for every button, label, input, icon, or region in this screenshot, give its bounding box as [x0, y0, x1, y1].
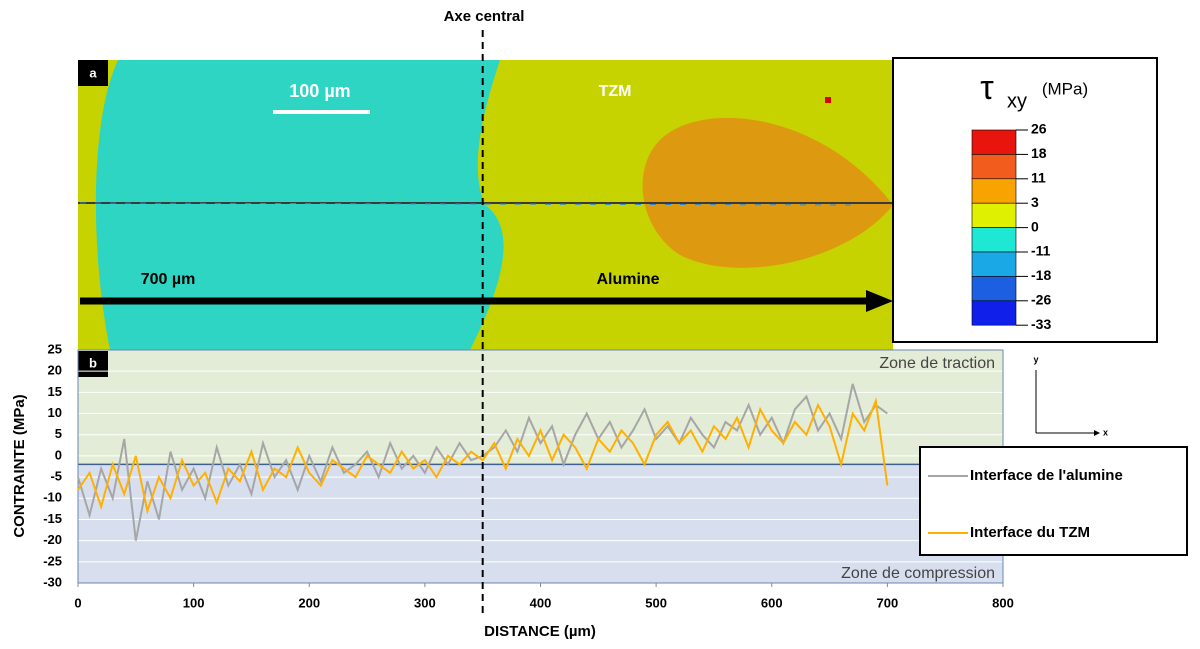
colorbar-label: -18: [1031, 267, 1051, 283]
colorbar-unit: (MPa): [1042, 79, 1088, 98]
panel-label-bg: [78, 351, 108, 377]
legend: Interface de l'alumine Interface du TZM: [928, 467, 1123, 541]
x-tick-label: 500: [645, 595, 667, 610]
zone-label: Zone de traction: [879, 355, 995, 372]
x-tick-label: 800: [992, 595, 1014, 610]
x-tick-label: 700: [877, 595, 899, 610]
colorbar-swatch: [971, 178, 1017, 204]
colorbar-label: 18: [1031, 145, 1047, 161]
y-axis-title: CONTRAINTE (MPa): [11, 394, 28, 537]
y-tick-label: 0: [55, 447, 62, 462]
y-tick-label: 10: [48, 405, 62, 420]
y-tick-label: -30: [43, 574, 62, 589]
y-tick-label: -25: [43, 553, 62, 568]
colorbar-label: 3: [1031, 194, 1039, 210]
region-label: Alumine: [596, 271, 659, 288]
length-label: 700 µm: [141, 271, 196, 288]
contour-image: [77, 60, 894, 350]
colorbar-swatch: [971, 300, 1017, 326]
colorbar-swatch: [971, 276, 1017, 302]
colorbar-label: 0: [1031, 218, 1039, 234]
colorbar-label: 11: [1031, 170, 1046, 186]
y-tick-label: 5: [55, 426, 62, 441]
x-tick-label: 600: [761, 595, 783, 610]
zone-label: Zone de compression: [841, 565, 995, 582]
y-tick-label: -15: [43, 511, 62, 526]
x-tick-label: 300: [414, 595, 436, 610]
panel-label: b: [89, 355, 97, 370]
y-tick-label: 15: [48, 384, 62, 399]
colorbar-swatch: [971, 154, 1017, 180]
x-tick-label: 200: [298, 595, 320, 610]
legend-label: Interface de l'alumine: [970, 467, 1123, 484]
axis-label: x: [1103, 427, 1108, 437]
compression-zone: [78, 464, 1003, 583]
y-tick-label: -20: [43, 532, 62, 547]
colorbar-swatch: [971, 227, 1017, 253]
traction-zone: [78, 350, 1003, 465]
axis-label: y: [1033, 354, 1038, 364]
colorbar-box: [892, 57, 1158, 343]
colorbar-symbol: τ: [980, 69, 994, 107]
y-tick-label: -10: [43, 490, 62, 505]
x-tick-label: 0: [74, 595, 81, 610]
legend-label: Interface du TZM: [970, 524, 1090, 541]
axis-annotation: Axe central: [444, 8, 525, 25]
colorbar: 26 18 11 3 0 -11 -18 -26 -33: [971, 121, 1051, 332]
colorbar-label: 26: [1031, 121, 1047, 137]
colorbar-label: -11: [1031, 243, 1051, 259]
scale-bar-label: 100 µm: [289, 81, 350, 101]
colorbar-subscript: xy: [1007, 90, 1027, 112]
x-axis-title: DISTANCE (µm): [484, 623, 596, 640]
colorbar-label: -33: [1031, 316, 1051, 332]
axes-triad: [1035, 370, 1100, 436]
colorbar-swatch: [971, 129, 1017, 155]
panel-label: a: [89, 65, 97, 80]
y-tick-label: 25: [48, 341, 62, 356]
y-tick-label: -5: [50, 469, 62, 484]
plot: 25 20 15 10 5 0 -5 -10 -15 -20 -25 -30 0 100 200 300 400…: [43, 341, 1014, 610]
legend-box: [919, 446, 1188, 556]
x-tick-label: 400: [530, 595, 552, 610]
region-label: TZM: [599, 83, 632, 100]
x-tick-label: 100: [183, 595, 205, 610]
y-tick-label: 20: [48, 363, 62, 378]
colorbar-label: -26: [1031, 292, 1051, 308]
series-line: [77, 396, 889, 515]
colorbar-swatch: [971, 251, 1017, 277]
colorbar-swatch: [971, 202, 1017, 228]
